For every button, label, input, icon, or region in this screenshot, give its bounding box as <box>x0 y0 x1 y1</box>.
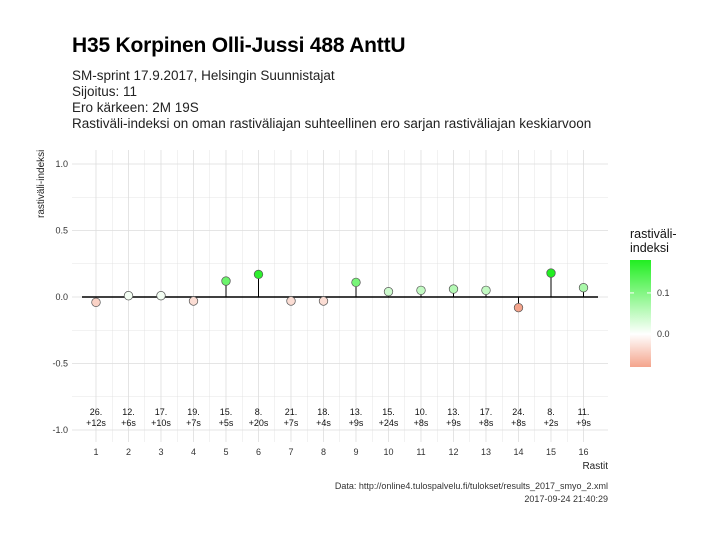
x-tick-label: 6 <box>256 447 261 457</box>
data-point <box>221 276 231 286</box>
legend-tick-label: 0.0 <box>657 329 670 339</box>
chart-title: H35 Korpinen Olli-Jussi 488 AnttU <box>72 34 406 57</box>
point-label-time: +8s <box>414 418 429 428</box>
point-label-rank: 17. <box>480 407 493 417</box>
x-tick-label: 5 <box>223 447 228 457</box>
point-label-time: +10s <box>151 418 171 428</box>
legend-ticks: 0.1 0.0 <box>630 288 670 339</box>
point-label-time: +4s <box>316 418 331 428</box>
timestamp-caption: 2017-09-24 21:40:29 <box>524 494 608 504</box>
data-point <box>351 277 361 288</box>
x-tick-label: 15 <box>546 447 556 457</box>
data-point <box>448 284 459 294</box>
subtitle-description: Rastiväli-indeksi on oman rastiväliajan … <box>72 116 592 131</box>
point-label-time: +20s <box>249 418 269 428</box>
point-label-time: +7s <box>186 418 201 428</box>
y-tick-labels: 1.0 0.5 0.0 -0.5 -1.0 <box>52 159 68 435</box>
point-label-time: +2s <box>544 418 559 428</box>
data-point <box>123 291 134 301</box>
point-label-rank: 13. <box>350 407 363 417</box>
data-point <box>286 296 296 306</box>
data-point <box>578 283 589 293</box>
subtitle-event: SM-sprint 17.9.2017, Helsingin Suunnista… <box>72 68 335 83</box>
y-axis-title: rastiväli-indeksi <box>36 149 47 218</box>
point-label-time: +9s <box>576 418 591 428</box>
x-tick-label: 14 <box>513 447 523 457</box>
point-labels: 26.+12s12.+6s17.+10s19.+7s15.+5s8.+20s21… <box>86 407 591 428</box>
point-label-rank: 10. <box>415 407 428 417</box>
point-label-rank: 12. <box>122 407 135 417</box>
point-label-time: +12s <box>86 418 106 428</box>
x-tick-label: 9 <box>353 447 358 457</box>
legend-colorbar <box>630 260 651 367</box>
x-tick-label: 7 <box>288 447 293 457</box>
data-point <box>156 291 166 301</box>
point-label-rank: 15. <box>382 407 395 417</box>
data-point <box>383 287 394 297</box>
data-points <box>91 268 589 313</box>
data-point <box>481 285 491 296</box>
legend-tick-label: 0.1 <box>657 288 670 298</box>
y-tick-label: 1.0 <box>55 159 68 169</box>
data-point <box>91 297 101 307</box>
legend-title: rastiväli-indeksi <box>630 227 677 255</box>
y-tick-label: -1.0 <box>52 425 68 435</box>
x-tick-label: 16 <box>578 447 588 457</box>
subtitle-gap: Ero kärkeen: 2M 19S <box>72 100 199 115</box>
x-tick-label: 1 <box>93 447 98 457</box>
x-tick-labels: 1 2 3 4 5 6 7 8 9 10 11 12 13 14 15 16 <box>93 447 588 457</box>
point-label-time: +8s <box>511 418 526 428</box>
data-point <box>416 285 426 296</box>
y-tick-label: -0.5 <box>52 359 68 369</box>
data-point <box>546 268 556 278</box>
y-tick-label: 0.0 <box>55 292 68 302</box>
point-label-time: +6s <box>121 418 136 428</box>
point-label-time: +7s <box>284 418 299 428</box>
point-label-time: +5s <box>219 418 234 428</box>
point-label-rank: 19. <box>187 407 200 417</box>
point-label-rank: 8. <box>255 407 263 417</box>
point-label-rank: 18. <box>317 407 330 417</box>
x-tick-label: 3 <box>158 447 163 457</box>
data-point <box>318 296 329 306</box>
data-source-caption: Data: http://online4.tulospalvelu.fi/tul… <box>334 481 608 491</box>
x-tick-label: 8 <box>321 447 326 457</box>
legend-title-line: rastiväli- <box>630 227 677 241</box>
x-tick-label: 4 <box>191 447 196 457</box>
point-label-rank: 17. <box>155 407 168 417</box>
x-tick-label: 13 <box>481 447 491 457</box>
point-label-time: +9s <box>349 418 364 428</box>
data-point <box>513 302 524 313</box>
y-tick-label: 0.5 <box>55 226 68 236</box>
point-label-rank: 21. <box>285 407 298 417</box>
x-tick-label: 12 <box>448 447 458 457</box>
point-label-time: +9s <box>446 418 461 428</box>
legend-title-line: indeksi <box>630 241 669 255</box>
point-label-rank: 13. <box>447 407 460 417</box>
point-label-time: +24s <box>379 418 399 428</box>
point-label-rank: 26. <box>90 407 103 417</box>
x-tick-label: 10 <box>383 447 393 457</box>
point-label-rank: 11. <box>578 407 590 417</box>
point-label-rank: 15. <box>220 407 233 417</box>
x-tick-label: 2 <box>126 447 131 457</box>
point-label-rank: 8. <box>547 407 555 417</box>
point-label-time: +8s <box>479 418 494 428</box>
data-point <box>253 269 264 280</box>
x-tick-label: 11 <box>416 447 425 457</box>
subtitle-rank: Sijoitus: 11 <box>72 84 138 99</box>
point-label-rank: 24. <box>512 407 525 417</box>
grid-lines <box>72 150 608 442</box>
x-axis-title: Rastit <box>582 461 608 472</box>
data-point <box>188 296 199 306</box>
